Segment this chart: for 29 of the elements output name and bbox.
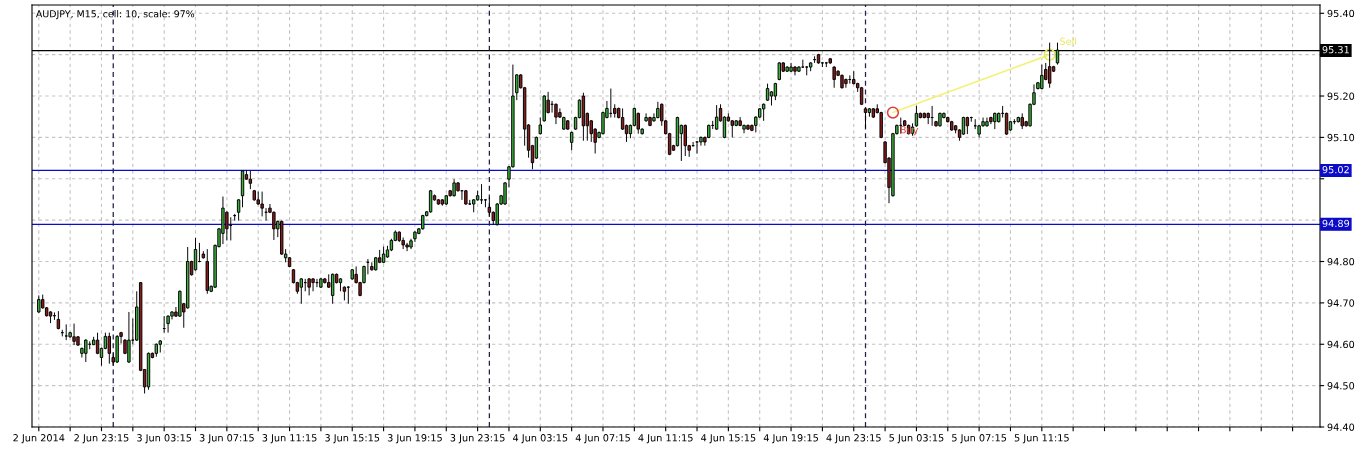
x-tick-label: 5 Jun 07:15 (952, 434, 1007, 444)
y-tick-label: 95.20 (1327, 92, 1355, 100)
x-tick-label: 4 Jun 03:15 (512, 434, 568, 444)
y-tick-label: 94.60 (1327, 340, 1355, 349)
y-tick-label: 95.40 (1327, 9, 1355, 18)
x-tick-label: 2 Jun 23:15 (74, 434, 129, 444)
y-tick-label: 95.10 (1327, 133, 1355, 142)
x-tick-label: 4 Jun 07:15 (575, 434, 630, 444)
x-tick-label: 3 Jun 11:15 (262, 434, 317, 444)
x-tick-label: 3 Jun 15:15 (325, 434, 380, 444)
ref-line-label: 94.89 (1322, 219, 1350, 228)
annotation: Sell (1060, 37, 1077, 45)
ref-line-label: 95.31 (1322, 45, 1349, 54)
x-tick-label: 3 Jun 07:15 (199, 434, 254, 444)
x-tick-label: 5 Jun 11:15 (1014, 434, 1069, 444)
x-tick-label: 4 Jun 23:15 (826, 434, 881, 444)
x-tick-label: 2 Jun 2014 (13, 434, 65, 444)
ref-line-label: 95.02 (1322, 165, 1349, 174)
x-tick-label: 4 Jun 15:15 (701, 434, 756, 444)
y-tick-label: 94.50 (1327, 382, 1355, 390)
y-tick-label: 94.70 (1327, 299, 1355, 307)
x-tick-label: 4 Jun 19:15 (763, 434, 818, 444)
y-tick-label: 94.80 (1327, 257, 1355, 266)
x-tick-label: 4 Jun 11:15 (638, 434, 693, 444)
x-tick-label: 3 Jun 19:15 (387, 434, 442, 444)
x-tick-label: 5 Jun 03:15 (889, 434, 944, 444)
y-tick-label: 94.40 (1327, 423, 1355, 431)
x-tick-label: 3 Jun 23:15 (450, 434, 505, 444)
x-tick-label: 3 Jun 03:15 (137, 434, 192, 444)
